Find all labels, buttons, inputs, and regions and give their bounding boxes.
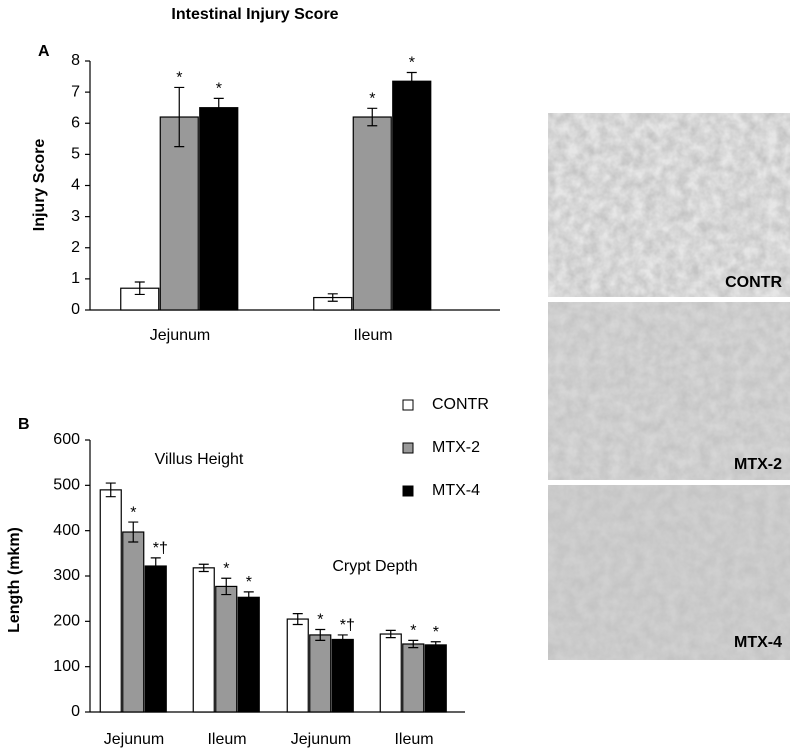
significance-marker: * [223, 560, 229, 577]
y-tick-label: 3 [71, 208, 80, 225]
bar [392, 80, 432, 311]
y-tick-label: 8 [71, 52, 80, 69]
error-bar [315, 628, 326, 641]
panel-label: B [18, 416, 30, 433]
bar [331, 638, 354, 713]
legend-label: MTX-2 [432, 439, 480, 456]
image-texture [548, 302, 790, 480]
bar [215, 585, 238, 713]
legend-label: MTX-4 [432, 482, 480, 499]
legend-swatch [402, 442, 414, 454]
annotation: Crypt Depth [332, 558, 417, 575]
x-tick-label: Ileum [207, 731, 246, 748]
significance-marker: * [317, 612, 323, 629]
y-axis-label: Injury Score [31, 139, 48, 232]
error-bar [385, 629, 396, 639]
error-bar [221, 577, 232, 596]
significance-marker: * [130, 504, 136, 521]
error-bar [406, 71, 417, 91]
y-tick-label: 500 [53, 477, 80, 494]
y-tick-label: 100 [53, 658, 80, 675]
y-tick-label: 1 [71, 270, 80, 287]
bar [199, 107, 239, 311]
significance-marker: * [216, 81, 222, 98]
y-axis-label: Length (mkm) [6, 527, 23, 633]
y-tick-label: 4 [71, 177, 80, 194]
legend-swatch [402, 485, 414, 497]
bar [99, 489, 122, 713]
image-texture [548, 113, 790, 297]
y-tick-label: 0 [71, 703, 80, 720]
chart-title: Intestinal Injury Score [171, 6, 338, 23]
x-tick-label: Jejunum [291, 731, 351, 748]
error-bar [105, 482, 116, 498]
error-bar [367, 107, 378, 127]
bar [402, 643, 425, 713]
error-bar [292, 613, 303, 626]
bar [424, 644, 447, 713]
x-tick-label: Jejunum [104, 731, 164, 748]
error-bar [430, 641, 441, 649]
error-bar [213, 97, 224, 118]
image-label: MTX-4 [734, 634, 782, 651]
bar [192, 567, 215, 713]
error-bar [337, 634, 348, 645]
error-bar [150, 557, 161, 575]
y-tick-label: 7 [71, 83, 80, 100]
image-label: MTX-2 [734, 456, 782, 473]
significance-marker: * [409, 55, 415, 72]
error-bar [198, 563, 209, 573]
bar [144, 565, 167, 713]
y-tick-label: 300 [53, 567, 80, 584]
significance-marker: * [369, 91, 375, 108]
y-tick-label: 600 [53, 431, 80, 448]
error-bar [408, 639, 419, 649]
error-bar [327, 293, 338, 302]
significance-marker: * [246, 574, 252, 591]
y-tick-label: 200 [53, 613, 80, 630]
micrographs: CONTR MTX-2 MTX-4 [548, 113, 790, 660]
y-tick-label: 400 [53, 522, 80, 539]
bar [122, 531, 145, 713]
bar [379, 633, 402, 713]
significance-marker: * [433, 624, 439, 641]
significance-marker: *† [153, 540, 168, 557]
y-tick-label: 5 [71, 146, 80, 163]
significance-marker: * [176, 70, 182, 87]
error-bar [128, 521, 139, 543]
bar [237, 596, 260, 713]
y-tick-label: 6 [71, 114, 80, 131]
legend-swatch [402, 399, 414, 411]
legend-label: CONTR [432, 396, 489, 413]
error-bar [174, 86, 185, 148]
panel-label: A [38, 43, 50, 60]
significance-marker: *† [340, 617, 355, 634]
x-tick-label: Ileum [353, 327, 392, 344]
annotation: Villus Height [155, 451, 244, 468]
image-texture [548, 485, 790, 660]
bar [309, 634, 332, 713]
bar [286, 618, 309, 713]
image-label: CONTR [725, 274, 782, 291]
x-tick-label: Ileum [394, 731, 433, 748]
x-tick-label: Jejunum [150, 327, 210, 344]
y-tick-label: 2 [71, 239, 80, 256]
bar [159, 116, 199, 311]
y-tick-label: 0 [71, 301, 80, 318]
significance-marker: * [410, 623, 416, 640]
error-bar [243, 591, 254, 604]
bar [352, 116, 392, 311]
error-bar [134, 281, 145, 296]
